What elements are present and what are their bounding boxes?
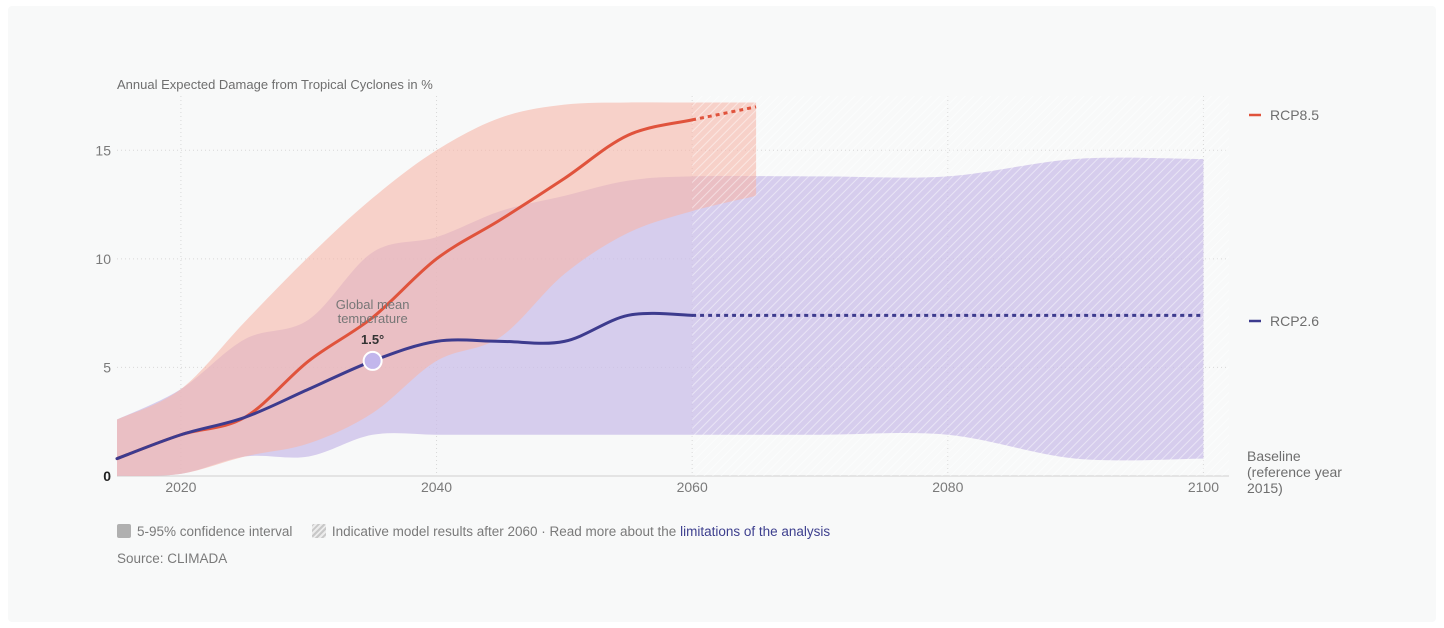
ci-label: 5-95% confidence interval — [137, 524, 293, 539]
confidence-swatch-icon — [117, 524, 131, 538]
footer-legend: 5-95% confidence interval Indicative mod… — [117, 524, 830, 539]
line-rcp2-6 — [115, 311, 694, 461]
limitations-link[interactable]: limitations of the analysis — [680, 524, 831, 539]
band-rcp8-5 — [117, 102, 757, 476]
line-rcp8-5 — [115, 118, 694, 461]
legend-label-rcp2-6: RCP2.6 — [1270, 313, 1319, 329]
y-tick-0: 0 — [103, 468, 111, 484]
y-tick-5: 5 — [103, 359, 111, 375]
annotation-value: 1.5° — [361, 332, 384, 347]
baseline-label: Baseline (reference year 2015) — [1247, 448, 1342, 496]
legend: RCP8.5 RCP2.6 Baseline (reference year 2015) — [1247, 107, 1342, 496]
x-tick-2040: 2040 — [421, 479, 452, 495]
hatch-label: Indicative model results after 2060 · Re… — [331, 524, 677, 539]
legend-label-rcp8-5: RCP8.5 — [1270, 107, 1319, 123]
y-tick-15: 15 — [95, 142, 111, 158]
annotation-marker — [362, 350, 383, 371]
hatch-swatch-icon — [311, 524, 326, 538]
axis-ticks: 0 5 10 15 2020 2040 2060 2080 2100 — [95, 142, 1219, 495]
source-label: Source: CLIMADA — [117, 551, 228, 566]
series-lines — [115, 105, 1204, 461]
x-tick-2020: 2020 — [165, 479, 196, 495]
x-tick-2100: 2100 — [1188, 479, 1219, 495]
x-tick-2080: 2080 — [932, 479, 963, 495]
hatch-overlay — [692, 96, 1229, 476]
confidence-bands — [117, 96, 1229, 476]
annotation-text-line1: Global mean — [336, 297, 410, 312]
annotation-text-line2: temperature — [338, 311, 408, 326]
y-tick-10: 10 — [95, 251, 111, 267]
chart-title: Annual Expected Damage from Tropical Cyc… — [117, 77, 433, 92]
x-tick-2060: 2060 — [677, 479, 708, 495]
line-rcp8-5-projection — [691, 105, 757, 122]
